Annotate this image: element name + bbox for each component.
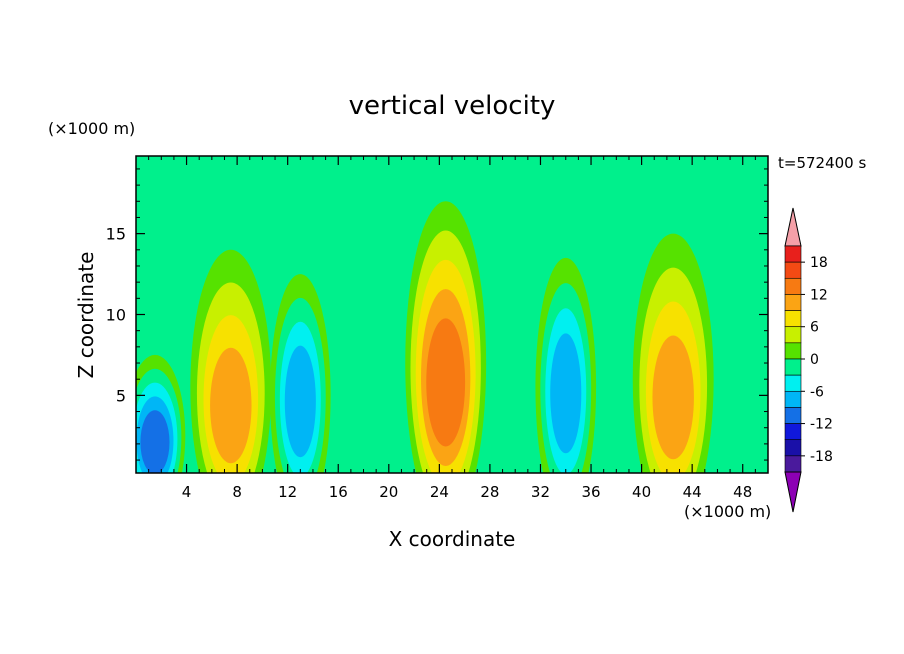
time-label: t=572400 s [778,154,866,172]
x-tick-label: 48 [733,483,752,501]
x-tick-label: 24 [430,483,449,501]
colorbar-bottom-arrow [784,471,802,513]
colorbar-swatch [784,439,802,457]
downdraft-contour [140,410,170,473]
colorbar-swatch [784,310,802,328]
updraft-contour [210,347,252,464]
contour-regions [136,201,714,473]
contour-field [136,156,768,473]
x-tick-label: 8 [232,483,242,501]
y-tick-label: 10 [106,306,126,325]
colorbar-swatch [784,358,802,376]
x-tick-label: 4 [182,483,192,501]
colorbar: 18 12 6 0 -6 -12 -18 [784,207,833,513]
colorbar-swatch [784,277,802,295]
x-tick-label: 12 [278,483,297,501]
colorbar-swatch [784,455,802,473]
downdraft-contour [550,333,582,454]
colorbar-swatch [784,294,802,311]
y-axis-title: Z coordinate [74,252,98,379]
colorbar-swatch [784,245,802,263]
x-tick-label: 44 [683,483,702,501]
colorbar-label: 12 [810,287,828,303]
updraft-contour [426,318,466,447]
x-tick-label: 32 [531,483,550,501]
colorbar-swatch [784,390,802,408]
colorbar-label: 18 [810,255,828,271]
colorbar-swatch [784,374,802,392]
x-tick-label: 28 [480,483,499,501]
colorbar-swatch [784,423,802,441]
colorbar-swatch [784,326,802,344]
chart-title: vertical velocity [349,91,556,121]
x-tick-label: 20 [379,483,398,501]
x-axis-title: X coordinate [389,527,516,551]
x-tick-label: 40 [632,483,651,501]
colorbar-label: -18 [810,449,833,465]
colorbar-swatch [784,342,802,360]
y-tick-label: 15 [106,225,126,244]
x-tick-label: 16 [329,483,348,501]
colorbar-swatch [784,407,802,424]
colorbar-swatch [784,261,802,279]
x-tick-label: 36 [581,483,600,501]
colorbar-label: 0 [810,352,819,368]
x-unit-label: (×1000 m) [684,502,771,521]
colorbar-label: 6 [810,320,819,336]
downdraft-contour [284,345,316,458]
colorbar-label: -6 [810,384,824,400]
y-tick-label: 5 [116,386,126,405]
colorbar-label: -12 [810,417,833,433]
updraft-contour [652,335,694,460]
y-unit-label: (×1000 m) [48,119,135,138]
colorbar-top-arrow [784,207,802,247]
